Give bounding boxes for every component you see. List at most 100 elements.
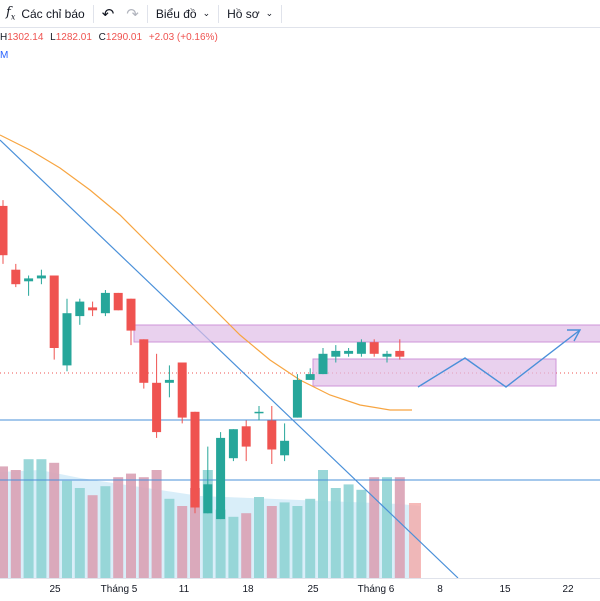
volume-bar bbox=[382, 477, 392, 578]
candle-body bbox=[100, 292, 110, 314]
volume-bar bbox=[36, 459, 47, 578]
time-axis-label: 11 bbox=[178, 584, 190, 595]
candle-body bbox=[24, 278, 34, 282]
time-axis[interactable]: 25 Tháng 5 11 18 25 Tháng 6 8 15 22 bbox=[0, 578, 600, 601]
chevron-down-icon: ⌄ bbox=[265, 8, 274, 18]
trendline bbox=[0, 139, 459, 578]
time-axis-label: Tháng 5 bbox=[100, 584, 138, 595]
candle-body bbox=[267, 420, 277, 450]
volume-bar bbox=[409, 503, 421, 578]
candle-body bbox=[331, 350, 341, 357]
volume-bar bbox=[343, 484, 354, 578]
time-axis-label: 15 bbox=[499, 584, 511, 595]
volume-bar bbox=[0, 466, 8, 578]
candle-body bbox=[139, 339, 149, 383]
candle-body bbox=[228, 429, 238, 459]
indicators-label: Các chỉ báo bbox=[21, 6, 85, 21]
candle-body bbox=[0, 205, 8, 256]
candle-body bbox=[49, 275, 59, 348]
chart-menu-label: Biểu đồ bbox=[155, 6, 197, 21]
high-value: 1302.14 bbox=[7, 32, 44, 43]
profile-menu-label: Hồ sơ bbox=[227, 6, 260, 21]
redo-icon[interactable]: ↷ bbox=[126, 5, 139, 23]
candle-body bbox=[177, 362, 187, 418]
volume-bar bbox=[241, 513, 252, 578]
volume-bar bbox=[369, 477, 380, 578]
volume-bar bbox=[202, 470, 213, 578]
resistance-zone bbox=[133, 324, 600, 343]
toolbar-divider bbox=[92, 4, 94, 23]
volume-bar bbox=[87, 495, 98, 578]
candle-body bbox=[152, 382, 162, 433]
close-value: 1290.01 bbox=[105, 32, 143, 43]
volume-bar bbox=[10, 470, 21, 578]
time-axis-label: 22 bbox=[562, 584, 574, 595]
chart-menu-button[interactable]: Biểu đồ ⌄ bbox=[150, 0, 216, 28]
candle-body bbox=[305, 374, 315, 380]
volume-bar bbox=[62, 480, 72, 578]
candle-body bbox=[254, 411, 264, 414]
candle-body bbox=[292, 379, 302, 418]
moving-average-line bbox=[0, 134, 412, 411]
candle-body bbox=[318, 353, 328, 375]
chevron-down-icon: ⌄ bbox=[202, 8, 211, 18]
candle-body bbox=[356, 342, 366, 354]
volume-bar bbox=[292, 506, 303, 578]
profile-menu-button[interactable]: Hồ sơ ⌄ bbox=[221, 0, 279, 28]
volume-bar bbox=[330, 488, 341, 578]
volume-bar bbox=[254, 497, 264, 578]
volume-bar bbox=[23, 459, 34, 578]
candle-body bbox=[75, 301, 85, 317]
candle-body bbox=[36, 275, 46, 279]
volume-bar bbox=[266, 506, 277, 578]
consolidation-zone bbox=[312, 358, 557, 387]
volume-bar bbox=[100, 486, 111, 578]
time-axis-label: 18 bbox=[242, 584, 254, 595]
volume-bar bbox=[138, 477, 149, 578]
ohlc-legend: H1302.14 L1282.01 C1290.01 +2.03 (+0.16%… bbox=[0, 32, 218, 43]
indicators-button[interactable]: fx Các chỉ báo bbox=[0, 0, 91, 28]
candle-body bbox=[11, 269, 21, 285]
volume-bar bbox=[394, 477, 405, 578]
candle-body bbox=[190, 411, 200, 508]
volume-bar bbox=[126, 473, 136, 578]
volume-bar bbox=[151, 470, 162, 578]
candle-body bbox=[126, 298, 136, 331]
candle-body bbox=[382, 353, 392, 357]
candle-body bbox=[88, 307, 98, 311]
time-axis-label: Tháng 6 bbox=[357, 584, 395, 595]
time-axis-label: 8 bbox=[437, 584, 443, 595]
volume-bar bbox=[177, 506, 188, 578]
change-value: +2.03 (+0.16%) bbox=[148, 32, 218, 43]
low-value: 1282.01 bbox=[55, 32, 92, 43]
time-axis-label: 25 bbox=[49, 584, 61, 595]
volume-bar bbox=[228, 516, 239, 578]
candle-body bbox=[216, 437, 226, 520]
top-toolbar: fx Các chỉ báo ↶ ↷ Biểu đồ ⌄ Hồ sơ ⌄ bbox=[0, 0, 600, 28]
volume-bar bbox=[318, 470, 328, 578]
volume-bar bbox=[356, 489, 367, 578]
candle-body bbox=[164, 379, 174, 383]
volume-bar bbox=[49, 462, 60, 578]
toolbar-divider bbox=[281, 4, 283, 23]
volume-bar bbox=[215, 509, 226, 578]
volume-bar bbox=[305, 498, 316, 578]
candle-body bbox=[344, 350, 354, 354]
moving-average-legend: M bbox=[0, 50, 9, 61]
candle-body bbox=[241, 426, 251, 447]
price-chart[interactable] bbox=[0, 0, 600, 578]
volume-bar bbox=[164, 498, 175, 578]
volume-bar bbox=[113, 477, 124, 578]
candle-body bbox=[62, 313, 72, 366]
arrow-head-icon bbox=[567, 329, 582, 342]
toolbar-divider bbox=[146, 4, 148, 23]
candle-body bbox=[395, 350, 405, 357]
toolbar-divider bbox=[218, 4, 220, 23]
function-icon: fx bbox=[6, 5, 16, 22]
volume-bar bbox=[74, 488, 85, 578]
candle-body bbox=[280, 440, 290, 456]
projection-path bbox=[417, 329, 581, 388]
volume-bar bbox=[279, 502, 290, 578]
undo-icon[interactable]: ↶ bbox=[101, 5, 115, 23]
time-axis-label: 25 bbox=[307, 584, 319, 595]
